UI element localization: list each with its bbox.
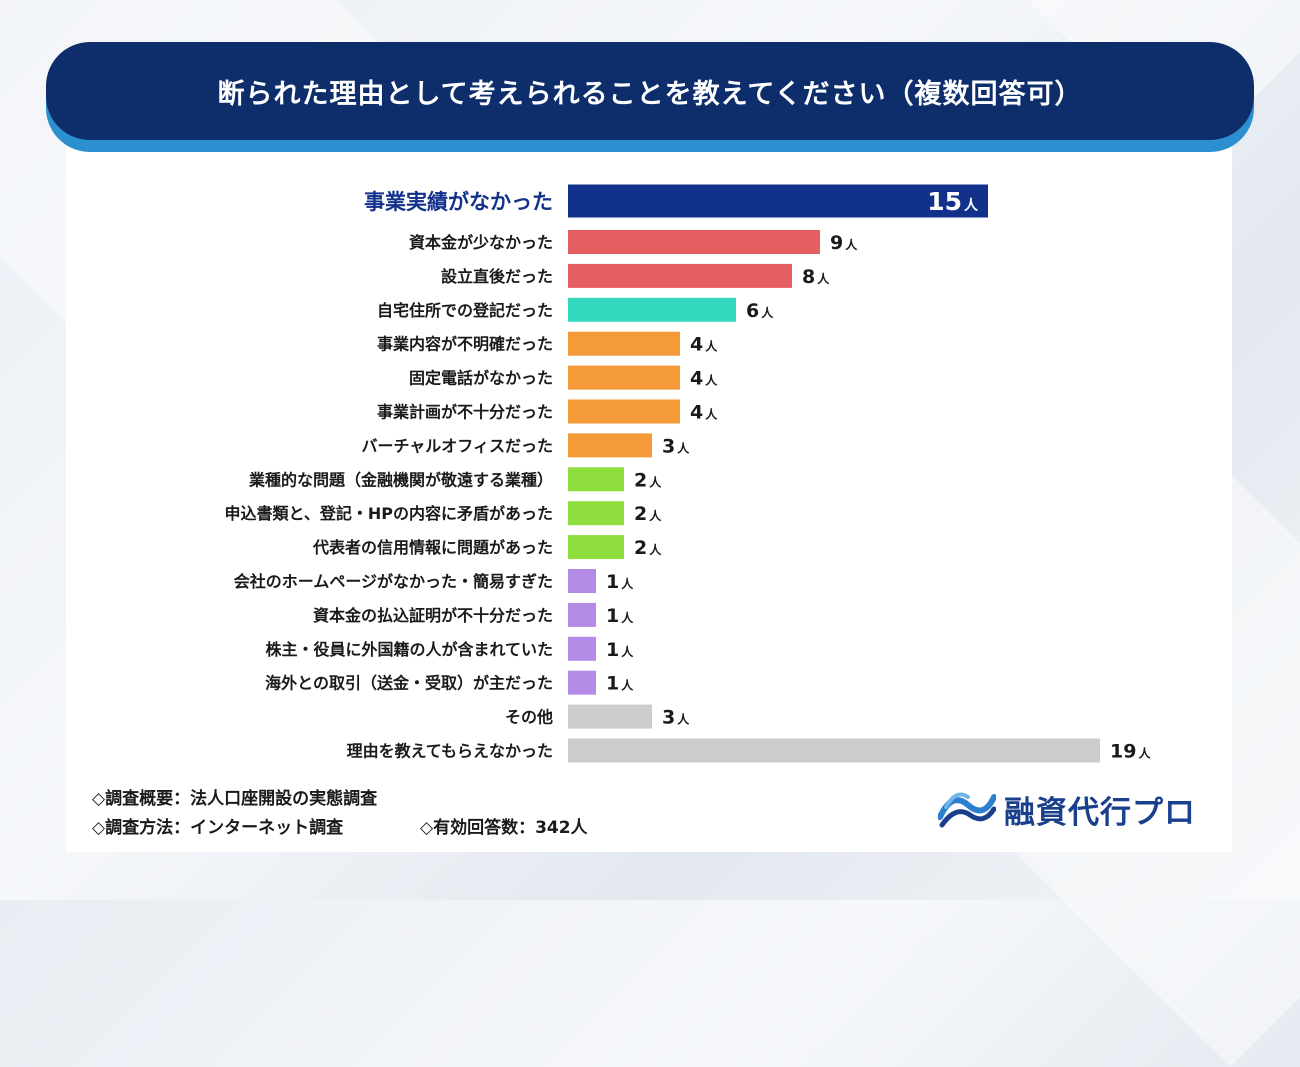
bar	[568, 230, 820, 254]
bar	[568, 433, 652, 458]
bar	[568, 738, 1100, 763]
category-label: 設立直後だった	[441, 267, 553, 286]
bar	[568, 704, 652, 729]
brand-logo: 融資代行プロ	[938, 784, 1218, 834]
header-banner: 断られた理由として考えられることを教えてください（複数回答可）	[46, 42, 1254, 140]
category-label: 会社のホームページがなかった・簡易すぎた	[234, 572, 553, 591]
category-label: 理由を教えてもらえなかった	[347, 742, 553, 761]
bar	[568, 602, 596, 627]
bar	[568, 365, 680, 390]
category-label: 固定電話がなかった	[409, 369, 553, 388]
brand-name: 融資代行プロ	[1004, 794, 1196, 831]
category-label: バーチャルオフィスだった	[361, 436, 553, 455]
bar	[568, 670, 596, 695]
category-label: 資本金の払込証明が不十分だった	[313, 606, 553, 625]
bar	[568, 467, 624, 492]
category-label: 自宅住所での登記だった	[377, 301, 553, 320]
category-label: 事業実績がなかった	[364, 190, 553, 214]
bar	[568, 331, 680, 356]
category-label: 海外との取引（送金・受取）が主だった	[265, 674, 553, 693]
bar	[568, 399, 680, 424]
bar	[568, 297, 736, 322]
wave-logo-icon	[938, 792, 996, 828]
value-label: 15 人	[927, 187, 979, 216]
category-label: 申込書類と、登記・HPの内容に矛盾があった	[225, 504, 553, 523]
category-label: 事業計画が不十分だった	[377, 403, 553, 422]
category-label: 代表者の信用情報に問題があった	[312, 538, 553, 557]
category-label: 株主・役員に外国籍の人が含まれていた	[265, 640, 553, 659]
category-label: 業種的な問題（金融機関が敬遠する業種）	[248, 470, 553, 489]
category-label: その他	[505, 708, 553, 727]
bar	[568, 569, 596, 593]
bar	[568, 501, 624, 526]
bar	[568, 535, 624, 560]
chart-title: 断られた理由として考えられることを教えてください（複数回答可）	[217, 78, 1083, 110]
bar	[568, 184, 988, 218]
bar	[568, 263, 792, 288]
category-label: 資本金が少なかった	[409, 233, 553, 252]
value-label: 19 人	[1110, 741, 1151, 763]
valid-responses: ◇有効回答数：342人	[420, 818, 588, 838]
survey-overview: ◇調査概要：法人口座開設の実態調査	[92, 789, 378, 809]
category-label: 事業内容が不明確だった	[377, 335, 553, 354]
bar	[568, 636, 596, 661]
survey-method: ◇調査方法：インターネット調査	[92, 818, 344, 838]
